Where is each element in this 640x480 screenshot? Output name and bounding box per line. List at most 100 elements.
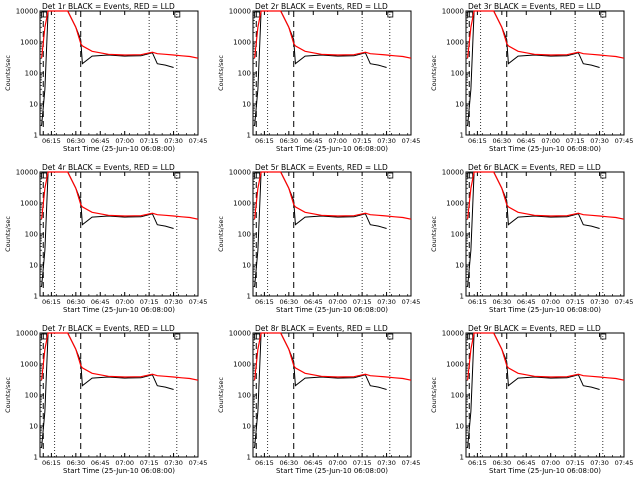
- y-tick-label: 10000: [442, 330, 464, 338]
- flag-marker: [254, 172, 261, 179]
- detector-panel: Det 5r BLACK = Events, RED = LLD 1 10 100 10…: [217, 163, 420, 314]
- x-tick-label: 06:45: [91, 298, 110, 306]
- lld-series-line: [467, 10, 625, 59]
- x-tick-label: 07:30: [377, 459, 396, 467]
- y-tick-label: 10000: [16, 8, 38, 16]
- y-tick-label: 1000: [233, 361, 251, 369]
- x-tick-label: 06:45: [91, 137, 110, 145]
- x-tick-label: 06:45: [304, 298, 323, 306]
- y-tick-label: 1000: [20, 361, 38, 369]
- y-tick-label: 1: [34, 454, 38, 462]
- y-tick-label: 1000: [20, 200, 38, 208]
- x-tick-label: 07:45: [402, 137, 421, 145]
- y-axis-label: Counts/sec: [217, 216, 225, 252]
- x-axis-label: Start Time (25-Jun-10 06:08:00): [63, 467, 175, 475]
- y-tick-label: 10000: [442, 8, 464, 16]
- events-series-line: [254, 171, 387, 287]
- flag-marker: [467, 11, 474, 18]
- x-tick-label: 06:30: [279, 137, 298, 145]
- x-tick-label: 07:00: [328, 298, 347, 306]
- events-series-line: [467, 332, 600, 448]
- y-axis-label: Counts/sec: [430, 216, 438, 252]
- y-tick-label: 1000: [446, 361, 464, 369]
- y-tick-label: 100: [25, 231, 38, 239]
- plot-frame: [252, 171, 412, 297]
- y-tick-label: 1: [34, 132, 38, 140]
- x-tick-label: 07:15: [140, 137, 159, 145]
- x-tick-label: 07:45: [615, 137, 634, 145]
- panel-title: Det 4r BLACK = Events, RED = LLD: [42, 163, 175, 172]
- flag-marker: [387, 333, 394, 340]
- detector-panel: Det 3r BLACK = Events, RED = LLD 1 10 100 10…: [430, 2, 633, 153]
- x-tick-label: 07:00: [115, 459, 134, 467]
- lld-series-line: [467, 171, 625, 220]
- x-tick-label: 06:45: [517, 298, 536, 306]
- y-tick-label: 1: [460, 454, 464, 462]
- flag-marker: [174, 11, 181, 18]
- y-axis-label: Counts/sec: [4, 377, 12, 413]
- y-tick-label: 10: [242, 262, 251, 270]
- y-tick-label: 100: [25, 392, 38, 400]
- x-axis-label: Start Time (25-Jun-10 06:08:00): [63, 145, 175, 153]
- lld-series-line: [41, 171, 199, 220]
- x-tick-label: 07:30: [590, 137, 609, 145]
- flag-marker: [387, 172, 394, 179]
- x-tick-label: 06:45: [304, 459, 323, 467]
- y-axis-label: Counts/sec: [4, 216, 12, 252]
- y-tick-label: 1000: [233, 39, 251, 47]
- detector-panel: Det 2r BLACK = Events, RED = LLD 1 10 100 10…: [217, 2, 420, 153]
- x-axis-label: Start Time (25-Jun-10 06:08:00): [276, 467, 388, 475]
- plot-frame: [465, 332, 625, 458]
- x-tick-label: 07:30: [164, 459, 183, 467]
- events-series-line: [254, 332, 387, 448]
- x-tick-label: 07:30: [377, 298, 396, 306]
- plot-frame: [465, 171, 625, 297]
- x-tick-label: 06:45: [304, 137, 323, 145]
- x-tick-label: 07:00: [115, 298, 134, 306]
- panel-title: Det 7r BLACK = Events, RED = LLD: [42, 324, 175, 333]
- flag-marker: [600, 172, 607, 179]
- x-tick-label: 06:15: [42, 137, 61, 145]
- x-tick-label: 07:45: [189, 298, 208, 306]
- y-tick-label: 1: [247, 132, 251, 140]
- x-axis-label: Start Time (25-Jun-10 06:08:00): [276, 306, 388, 314]
- y-tick-label: 1000: [20, 39, 38, 47]
- flag-marker: [600, 333, 607, 340]
- flag-marker: [174, 172, 181, 179]
- x-tick-label: 07:15: [566, 459, 585, 467]
- x-tick-label: 06:30: [66, 137, 85, 145]
- x-tick-label: 07:45: [402, 298, 421, 306]
- flag-marker: [387, 11, 394, 18]
- y-axis-label: Counts/sec: [4, 55, 12, 91]
- x-tick-label: 07:00: [541, 137, 560, 145]
- x-tick-label: 06:15: [468, 137, 487, 145]
- y-tick-label: 10000: [229, 8, 251, 16]
- plot-frame: [252, 10, 412, 136]
- flag-marker: [41, 333, 48, 340]
- x-axis-label: Start Time (25-Jun-10 06:08:00): [489, 306, 601, 314]
- plot-frame: [39, 332, 199, 458]
- x-tick-label: 07:15: [566, 298, 585, 306]
- detector-panel: Det 4r BLACK = Events, RED = LLD 1 10 100 10…: [4, 163, 207, 314]
- x-tick-label: 06:45: [517, 459, 536, 467]
- x-tick-label: 06:15: [468, 298, 487, 306]
- x-tick-label: 07:45: [615, 459, 634, 467]
- y-tick-label: 1000: [233, 200, 251, 208]
- x-tick-label: 06:15: [255, 459, 274, 467]
- x-tick-label: 06:15: [42, 459, 61, 467]
- y-tick-label: 100: [238, 70, 251, 78]
- y-tick-label: 1000: [446, 39, 464, 47]
- y-tick-label: 100: [451, 70, 464, 78]
- panel-title: Det 1r BLACK = Events, RED = LLD: [42, 2, 175, 11]
- x-tick-label: 07:45: [615, 298, 634, 306]
- lld-series-line: [254, 332, 412, 381]
- events-series-line: [41, 171, 174, 287]
- x-tick-label: 06:15: [255, 298, 274, 306]
- flag-marker: [254, 11, 261, 18]
- flag-marker: [467, 333, 474, 340]
- y-tick-label: 10000: [16, 330, 38, 338]
- flag-marker: [467, 172, 474, 179]
- x-tick-label: 07:15: [353, 298, 372, 306]
- x-axis-label: Start Time (25-Jun-10 06:08:00): [489, 145, 601, 153]
